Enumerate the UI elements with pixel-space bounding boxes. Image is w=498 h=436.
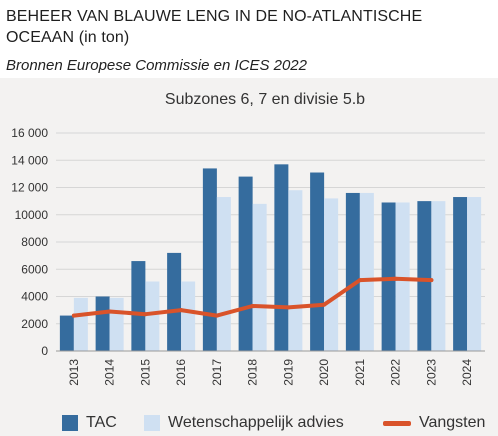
legend-label-tac: TAC — [86, 414, 117, 431]
point-vangsten — [143, 312, 148, 317]
y-tick-label: 16 000 — [11, 126, 48, 140]
chart-panel: Subzones 6, 7 en divisie 5.b 0 2000 4000 60… — [0, 78, 498, 436]
bar-advies — [145, 281, 160, 351]
bar-advies — [395, 202, 410, 351]
y-tick-label: 8000 — [21, 235, 48, 249]
point-vangsten — [214, 313, 219, 318]
chart-title: Subzones 6, 7 en divisie 5.b — [165, 91, 365, 108]
legend-swatch-tac — [62, 415, 78, 431]
x-tick-label: 2013 — [67, 359, 81, 386]
bar-layer — [59, 164, 482, 351]
bar-tac — [59, 315, 74, 351]
bar-advies — [109, 297, 124, 351]
y-tick-label: 2000 — [21, 317, 48, 331]
point-vangsten — [429, 278, 434, 283]
bar-tac — [345, 192, 360, 351]
bar-tac — [131, 261, 146, 351]
bar-advies — [467, 197, 482, 351]
legend-item-advies: Wetenschappelijk advies — [144, 413, 344, 433]
bar-advies — [431, 201, 446, 351]
bar-tac — [381, 202, 396, 351]
page-subtitle: Bronnen Europese Commissie en ICES 2022 — [6, 57, 307, 74]
legend-item-tac: TAC — [62, 413, 117, 433]
bar-advies — [252, 203, 267, 351]
point-vangsten — [286, 305, 291, 310]
x-tick-label: 2016 — [174, 359, 188, 386]
point-vangsten — [250, 304, 255, 309]
legend-swatch-advies — [144, 415, 160, 431]
bar-tac — [238, 176, 253, 351]
page-title: BEHEER VAN BLAUWE LENG IN DE NO-ATLANTIS… — [6, 8, 423, 46]
point-vangsten — [322, 302, 327, 307]
bar-tac — [453, 197, 468, 351]
y-tick-label: 14 000 — [11, 153, 48, 167]
bar-advies — [359, 192, 374, 351]
legend: TAC Wetenschappelijk advies Vangsten — [0, 410, 498, 436]
grid-layer — [56, 132, 485, 352]
y-tick-label: 0 — [41, 344, 48, 358]
bar-advies — [288, 190, 303, 351]
point-vangsten — [357, 278, 362, 283]
x-tick-label: 2017 — [210, 359, 224, 386]
line-layer — [71, 276, 434, 318]
legend-swatch-vangsten — [383, 420, 411, 426]
y-tick-label: 10000 — [15, 208, 49, 222]
bar-tac — [95, 296, 110, 351]
point-vangsten — [393, 276, 398, 281]
x-tick-label: 2023 — [424, 359, 438, 386]
bar-tac — [417, 201, 432, 351]
x-tick-label: 2022 — [389, 359, 403, 386]
bar-tac — [202, 168, 217, 351]
point-vangsten — [179, 308, 184, 313]
legend-label-advies: Wetenschappelijk advies — [168, 414, 344, 431]
bar-advies — [73, 297, 88, 351]
x-tick-label: 2014 — [103, 359, 117, 386]
x-tick-label: 2019 — [281, 359, 295, 386]
bar-advies — [181, 281, 196, 351]
bar-tac — [167, 252, 182, 351]
axis-layer: 0 2000 4000 6000 8000 10000 12 000 14 000 16 000… — [11, 126, 485, 386]
x-tick-label: 2018 — [246, 359, 260, 386]
point-vangsten — [107, 309, 112, 314]
x-tick-label: 2021 — [353, 359, 367, 386]
bar-tac — [274, 164, 289, 351]
chart-svg: Subzones 6, 7 en divisie 5.b 0 2000 4000 60… — [11, 91, 485, 386]
legend-label-vangsten: Vangsten — [419, 414, 486, 431]
x-tick-label: 2024 — [460, 359, 474, 386]
y-tick-label: 4000 — [21, 290, 48, 304]
bar-advies — [324, 198, 339, 351]
y-tick-label: 12 000 — [11, 181, 48, 195]
point-vangsten — [71, 313, 76, 318]
bar-tac — [310, 172, 325, 351]
x-tick-label: 2020 — [317, 359, 331, 386]
y-tick-label: 6000 — [21, 262, 48, 276]
legend-item-vangsten: Vangsten — [383, 413, 485, 433]
bar-advies — [216, 197, 231, 351]
x-tick-label: 2015 — [138, 359, 152, 386]
